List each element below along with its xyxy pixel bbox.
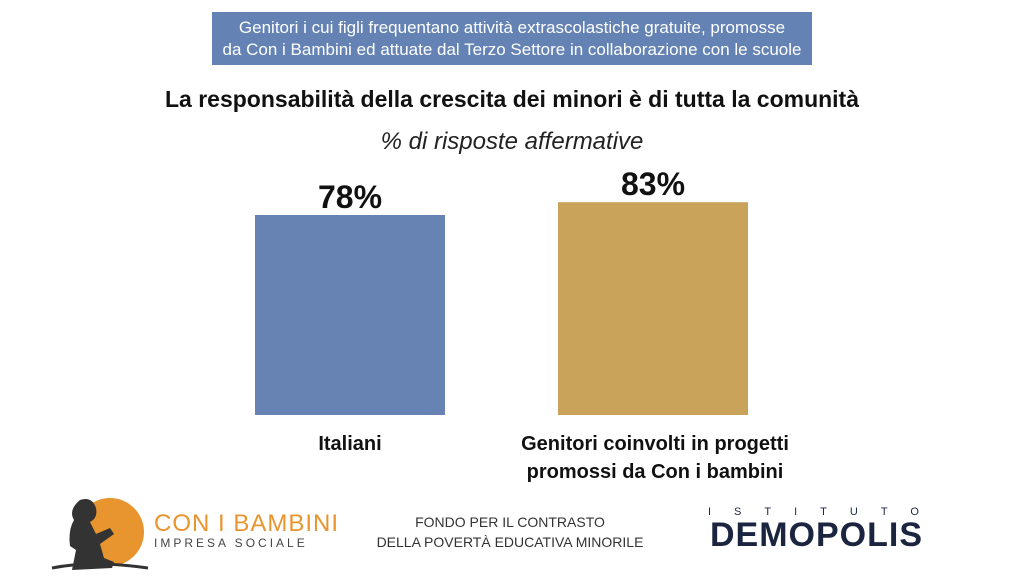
banner-line-2: da Con i Bambini ed attuate dal Terzo Se… — [222, 39, 802, 59]
demopolis-logo: ISTITUTO DEMOPOLIS — [706, 506, 971, 566]
banner-line-1: Genitori i cui figli frequentano attivit… — [238, 17, 786, 37]
category-label-line: Italiani — [318, 433, 382, 455]
category-label-line: promossi da Con i bambini — [526, 461, 784, 483]
logo-brand-text: CON I BAMBINI — [154, 510, 340, 537]
data-label-1: 78% — [318, 179, 382, 215]
fund-caption: FONDO PER IL CONTRASTO DELLA POVERTÀ EDU… — [340, 512, 680, 552]
data-label-2: 83% — [621, 166, 685, 202]
fund-caption-line-2: DELLA POVERTÀ EDUCATIVA MINORILE — [376, 534, 644, 550]
category-label-line: Genitori coinvolti in progetti — [521, 433, 789, 455]
category-label-italiani: Italiani — [230, 430, 470, 458]
bar-1 — [255, 215, 445, 415]
child-reading-icon — [51, 498, 149, 570]
bar-chart: 78% 83% — [255, 166, 748, 415]
bar-2 — [558, 202, 748, 415]
fund-caption-line-1: FONDO PER IL CONTRASTO — [415, 514, 605, 530]
chart-subtitle: % di risposte affermative — [380, 128, 644, 155]
logo-demopolis-text: DEMOPOLIS — [710, 516, 924, 554]
con-i-bambini-logo: CON I BAMBINI IMPRESA SOCIALE — [50, 490, 338, 570]
survey-banner: Genitori i cui figli frequentano attivit… — [212, 12, 812, 65]
category-label-genitori: Genitori coinvolti in progetti promossi … — [470, 430, 840, 486]
logo-sub-text: IMPRESA SOCIALE — [154, 536, 308, 550]
chart-title: La responsabilità della crescita dei min… — [164, 86, 860, 112]
logo-istituto-text: ISTITUTO — [708, 506, 942, 518]
